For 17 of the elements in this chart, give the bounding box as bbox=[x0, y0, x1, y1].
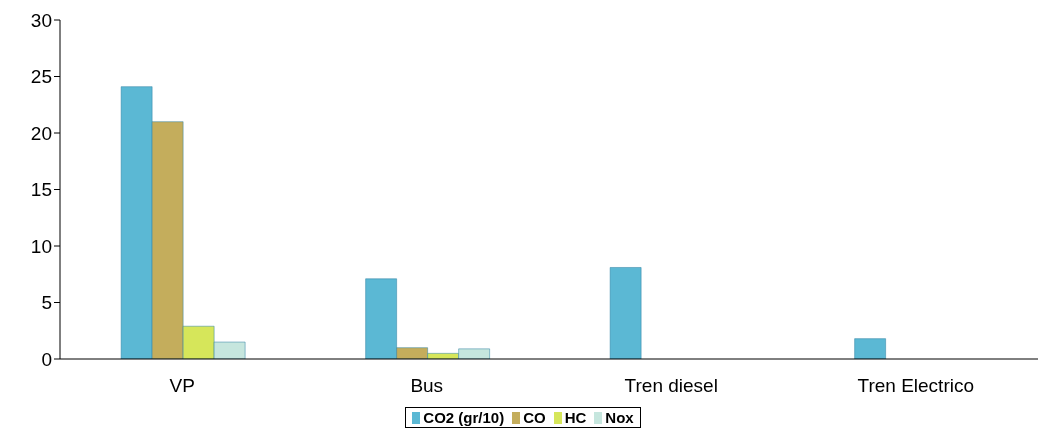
legend-label: CO bbox=[522, 409, 546, 426]
y-tick-label: 5 bbox=[41, 292, 52, 314]
y-tick-label: 0 bbox=[41, 348, 52, 370]
x-tick-label: Tren Electrico bbox=[857, 375, 974, 397]
legend-label: CO2 (gr/10) bbox=[422, 409, 505, 426]
x-tick-label: VP bbox=[169, 375, 195, 397]
bar bbox=[609, 267, 642, 359]
y-tick-label: 30 bbox=[30, 9, 52, 31]
x-tick-label: Tren diesel bbox=[624, 375, 718, 397]
legend-label: Nox bbox=[604, 409, 634, 426]
x-tick-label: Bus bbox=[410, 375, 444, 397]
y-tick-label: 25 bbox=[30, 66, 52, 88]
y-tick-label: 20 bbox=[30, 122, 52, 144]
legend-label: HC bbox=[563, 409, 587, 426]
y-tick-label: 15 bbox=[30, 179, 52, 201]
bar bbox=[854, 338, 886, 359]
y-tick-label: 10 bbox=[30, 235, 52, 257]
